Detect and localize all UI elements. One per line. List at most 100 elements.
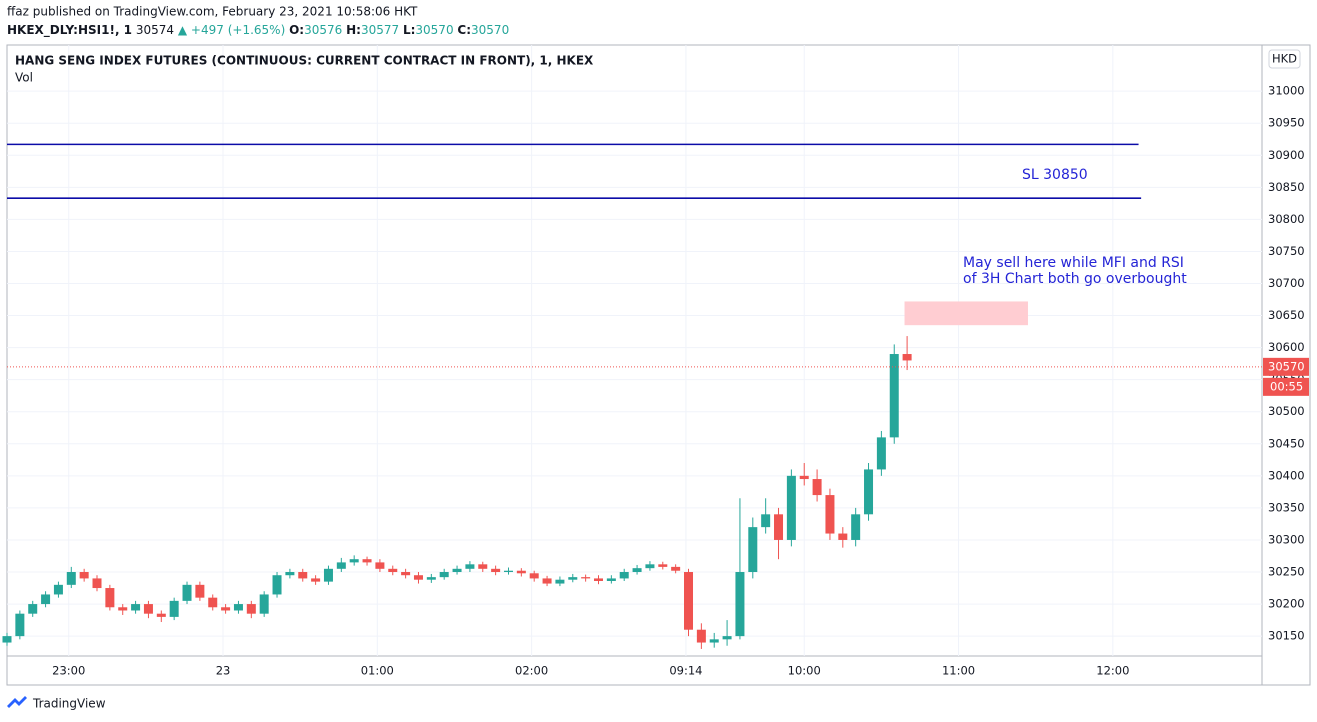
- x-tick-label: 23:00: [52, 664, 85, 678]
- candle-body: [156, 613, 166, 617]
- candle-body: [491, 568, 501, 573]
- candle-body: [285, 572, 295, 576]
- candle-body: [671, 566, 681, 571]
- candle-body: [876, 437, 886, 470]
- candle-body: [413, 575, 423, 580]
- h: 30577: [361, 23, 399, 37]
- candle-body: [864, 469, 874, 515]
- candle-body: [323, 568, 333, 582]
- candle-body: [28, 604, 38, 614]
- candle-body: [748, 527, 758, 573]
- x-tick-label: 10:00: [788, 664, 821, 678]
- candle-body: [105, 588, 115, 608]
- y-tick-label: 30850: [1268, 180, 1305, 194]
- last-price-box: [1263, 357, 1309, 376]
- candle-body: [529, 573, 539, 579]
- x-tick-label: 09:14: [669, 664, 702, 678]
- candle-body: [696, 629, 706, 643]
- countdown-box: [1263, 377, 1309, 396]
- o-label: O:: [289, 23, 304, 37]
- logo: [7, 696, 27, 708]
- candle-body: [889, 354, 899, 438]
- candle-body: [143, 604, 153, 614]
- last-price-label: 30570: [1268, 359, 1305, 373]
- y-tick-label: 30800: [1268, 212, 1305, 226]
- candle-body: [658, 564, 668, 567]
- y-tick-label: 30900: [1268, 148, 1305, 162]
- y-tick-label: 30150: [1268, 629, 1305, 643]
- y-tick-label: 30500: [1268, 404, 1305, 418]
- candle-body: [542, 578, 552, 584]
- volume-title: Vol: [15, 71, 33, 85]
- candle-body: [401, 572, 411, 576]
- candle-body: [208, 597, 218, 608]
- candle-body: [118, 607, 128, 611]
- l-label: L:: [403, 23, 415, 37]
- c-label: C:: [457, 23, 471, 37]
- candle-body: [169, 600, 179, 617]
- candle-body: [516, 570, 526, 574]
- series-title: HANG SENG INDEX FUTURES (CONTINUOUS: CUR…: [15, 54, 594, 68]
- candle-body: [452, 568, 462, 573]
- plot: 30150 30200 30250 30300 30350 30400 30450 30500…: [2, 45, 1305, 678]
- candle-body: [182, 584, 192, 601]
- currency-box: [1268, 49, 1301, 69]
- candle-body: [336, 562, 346, 569]
- candle-body: [465, 564, 475, 569]
- l: 30570: [415, 23, 453, 37]
- candle-body: [53, 584, 63, 595]
- candle-body: [15, 613, 25, 637]
- c: 30570: [471, 23, 509, 37]
- candle-body: [581, 577, 591, 579]
- candle-body: [221, 607, 231, 611]
- candle-body: [593, 578, 603, 581]
- symbol: HKEX_DLY:HSI1!, 1: [7, 23, 132, 38]
- candle-body: [259, 594, 269, 614]
- y-tick-label: 30450: [1268, 436, 1305, 450]
- candle-body: [825, 495, 835, 534]
- candle-body: [246, 604, 256, 614]
- x-tick-label: 11:00: [942, 664, 975, 678]
- y-tick-label: 30300: [1268, 532, 1305, 546]
- h-label: H:: [346, 23, 361, 37]
- annotation: May sell here while MFI and RSI: [963, 255, 1184, 271]
- y-tick-label: 30250: [1268, 565, 1305, 579]
- candle-body: [375, 562, 385, 569]
- candle-body: [902, 354, 912, 361]
- candle-body: [478, 564, 488, 569]
- brand: TradingView: [32, 697, 106, 711]
- annotation: SL 30850: [1022, 167, 1088, 183]
- candle-body: [645, 564, 655, 569]
- candle-body: [761, 514, 771, 528]
- candle-body: [66, 572, 76, 585]
- annotation: of 3H Chart both go overbought: [963, 271, 1187, 287]
- x-tick-label: 02:00: [515, 664, 548, 678]
- candle-body: [786, 475, 796, 540]
- y-tick-label: 30600: [1268, 340, 1305, 354]
- candle-body: [799, 475, 809, 480]
- y-tick-label: 30700: [1268, 276, 1305, 290]
- y-tick-label: 30400: [1268, 468, 1305, 482]
- candle-body: [851, 514, 861, 540]
- candle-body: [606, 578, 616, 581]
- last: 30574: [136, 23, 174, 37]
- candle-body: [439, 572, 449, 578]
- publisher: ffaz published on TradingView.com, Febru…: [7, 5, 418, 19]
- countdown-label: 00:55: [1270, 379, 1303, 393]
- candle-body: [568, 577, 578, 580]
- y-tick-label: 31000: [1268, 84, 1305, 98]
- candle-body: [426, 577, 436, 580]
- currency: HKD: [1272, 52, 1297, 66]
- candle-body: [233, 604, 243, 611]
- x-tick-label: 23: [216, 664, 231, 678]
- candle-body: [684, 572, 694, 630]
- y-tick-label: 30750: [1268, 244, 1305, 258]
- candle-body: [2, 636, 12, 643]
- candle-body: [79, 572, 89, 579]
- y-tick-label: 30950: [1268, 116, 1305, 130]
- candle-body: [619, 572, 629, 579]
- change: ▲ +497 (+1.65%): [178, 23, 285, 37]
- candle-body: [735, 572, 745, 637]
- candle-body: [632, 568, 642, 573]
- frame: [6, 44, 1311, 686]
